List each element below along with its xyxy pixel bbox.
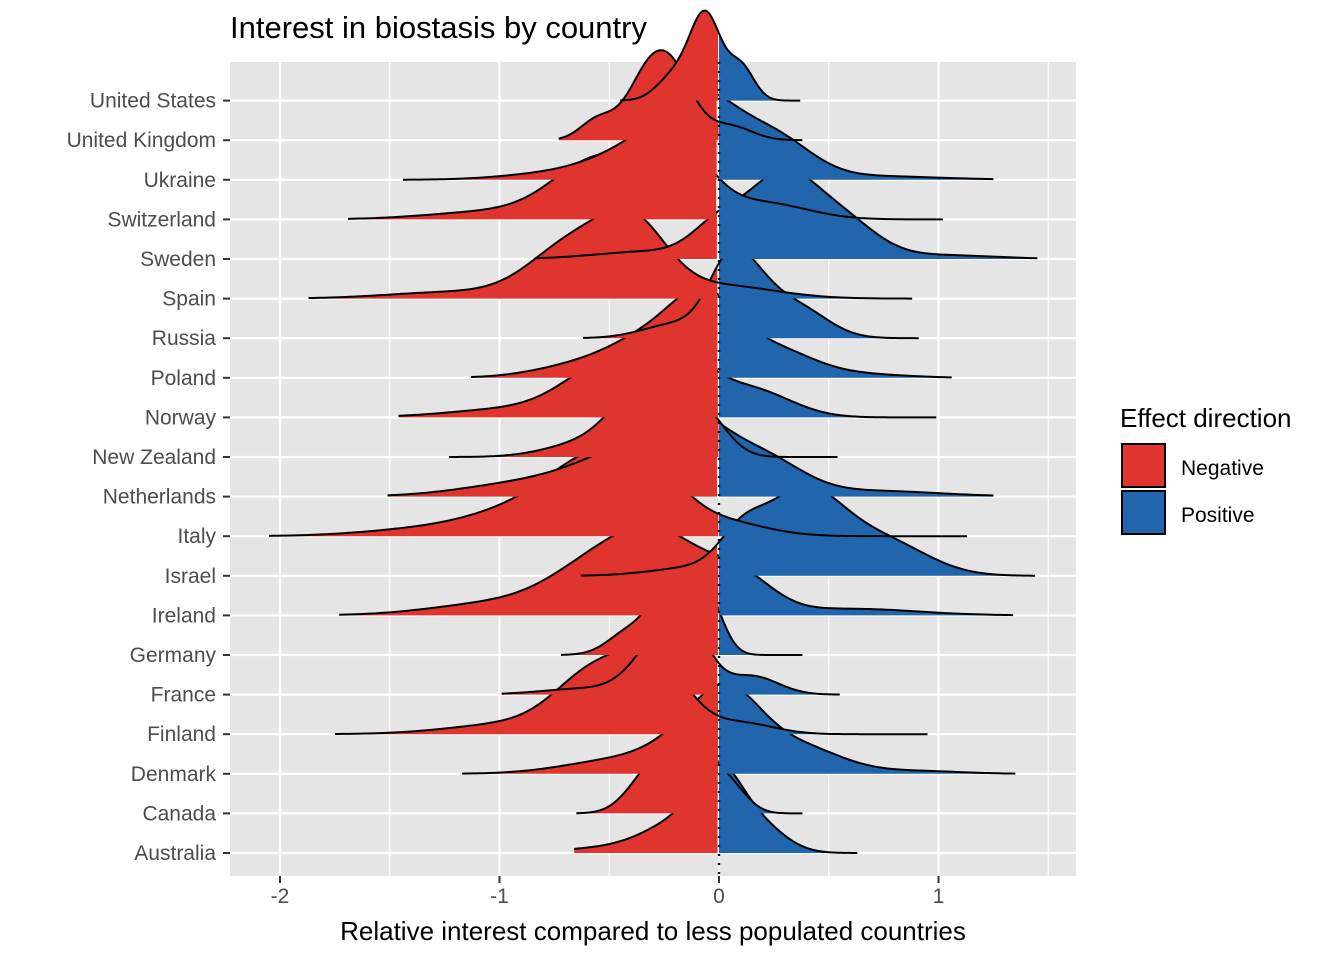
ridge-positive-area [719, 714, 928, 735]
y-tick-label: Italy [177, 525, 216, 548]
y-tick-label: Australia [134, 842, 216, 865]
x-axis-label: Relative interest compared to less popul… [340, 916, 966, 946]
y-tick-label: Sweden [140, 248, 216, 271]
ridge-positive-area [719, 174, 943, 220]
ridge-positive-area [719, 294, 952, 378]
ridge-positive-area [719, 421, 994, 497]
y-tick-label: New Zealand [92, 446, 216, 469]
ridge-positive-area [719, 607, 803, 655]
ridge-positive-area [719, 485, 1036, 576]
legend-swatch-positive [1121, 490, 1166, 535]
ridge-positive-area [719, 661, 840, 695]
ridge-negative-area [620, 10, 719, 101]
y-tick-label: Ukraine [144, 169, 216, 192]
y-tick-label: United Kingdom [67, 129, 216, 152]
ridge-negative-area [574, 763, 718, 853]
x-axis: -2 -1 0 1 [271, 876, 945, 908]
y-tick-label: Canada [142, 802, 216, 825]
x-tick-label: 0 [713, 885, 725, 908]
ridge-negative-area [387, 406, 717, 497]
ridge-negative-area [580, 544, 718, 576]
legend-label-positive: Positive [1181, 504, 1255, 527]
legend-label-negative: Negative [1181, 457, 1264, 480]
ridge-negative-area [339, 525, 719, 616]
y-tick-label: Poland [151, 367, 216, 390]
y-tick-label: Netherlands [103, 486, 216, 509]
chart-title: Interest in biostasis by country [230, 10, 647, 45]
ridge-positive-area [719, 31, 801, 101]
ridge-negative-area [582, 266, 718, 339]
legend: Effect direction Negative Positive [1120, 403, 1292, 535]
ridge-negative-area [470, 287, 718, 378]
ridge-positive-area [719, 169, 1038, 259]
y-tick-label: Spain [162, 288, 216, 311]
ridge-positive-area [719, 121, 803, 141]
ridge-positive-area [719, 513, 968, 537]
ridge-outline [620, 9, 801, 102]
y-tick-label: Israel [165, 565, 216, 588]
y-tick-label: Switzerland [107, 208, 216, 231]
y-tick-label: United States [90, 90, 216, 113]
ridge-positive-area [719, 763, 858, 853]
ridge-positive-area [719, 94, 994, 180]
ridge-positive-area [719, 683, 1016, 774]
ridge-positive-area [719, 371, 937, 418]
x-tick-label: 1 [933, 885, 945, 908]
ridge-negative-area [462, 684, 719, 774]
ridge-negative-area [402, 89, 717, 180]
ridge-negative-area [308, 208, 716, 299]
ridge-positive-area [719, 761, 803, 814]
x-tick-label: -1 [490, 885, 509, 908]
y-axis: Australia Canada Denmark Finland France Germa… [67, 90, 230, 865]
y-tick-label: Russia [152, 327, 217, 350]
ridge-positive-area [719, 282, 913, 299]
x-tick-label: -2 [271, 885, 290, 908]
ridges [269, 9, 1038, 854]
legend-swatch-negative [1121, 443, 1166, 488]
ridge-negative-area [534, 212, 717, 259]
legend-title: Effect direction [1120, 403, 1292, 433]
y-tick-label: Finland [147, 723, 216, 746]
y-tick-label: Germany [130, 644, 217, 667]
ridge-united-states [620, 9, 801, 102]
ridge-positive-area [719, 420, 838, 457]
y-tick-label: Ireland [152, 604, 216, 627]
y-tick-label: Denmark [131, 763, 217, 786]
ridge-negative-area [334, 644, 717, 735]
y-tick-label: Norway [145, 406, 217, 429]
ridge-positive-area [719, 248, 919, 339]
y-tick-label: France [151, 684, 216, 707]
